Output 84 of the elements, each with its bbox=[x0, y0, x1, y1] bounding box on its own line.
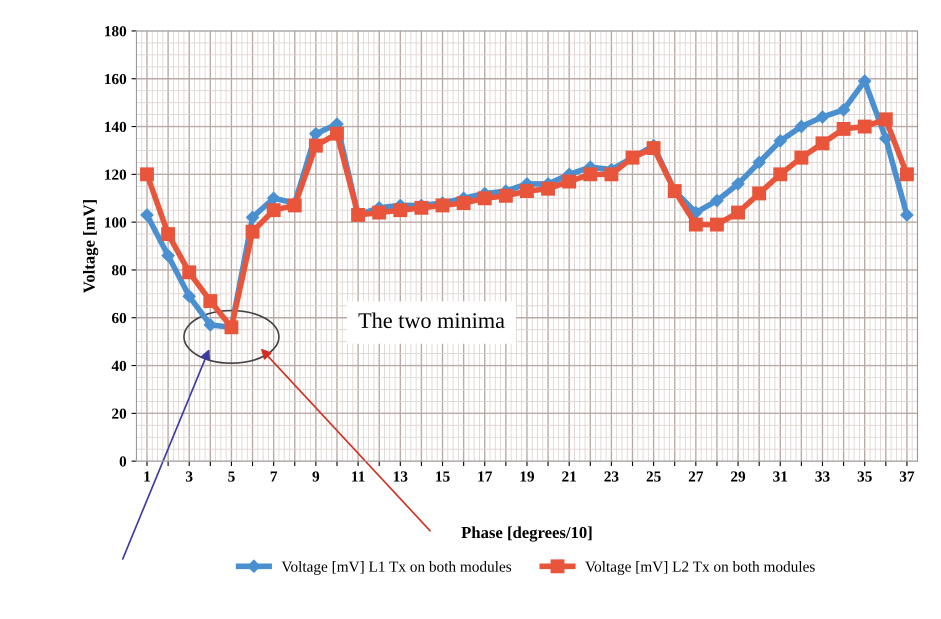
y-tick-label: 120 bbox=[105, 169, 126, 180]
x-tick-label: 33 bbox=[815, 471, 830, 482]
point bbox=[161, 227, 176, 242]
point bbox=[752, 156, 766, 169]
point bbox=[520, 184, 534, 198]
point bbox=[288, 198, 302, 212]
point bbox=[604, 167, 618, 182]
point bbox=[436, 198, 450, 212]
legend-label: Voltage [mV] L2 Tx on both modules bbox=[585, 561, 815, 575]
point bbox=[731, 206, 745, 220]
x-axis-title: Phase [degrees/10] bbox=[461, 526, 592, 542]
point bbox=[309, 127, 322, 140]
y-tick-label: 140 bbox=[105, 122, 126, 132]
x-tick-label: 11 bbox=[352, 471, 365, 482]
y-tick-label: 40 bbox=[112, 360, 126, 372]
point bbox=[308, 138, 323, 153]
y-tick-label: 80 bbox=[112, 265, 126, 276]
annotation: The two minima bbox=[358, 312, 505, 328]
point bbox=[900, 167, 914, 182]
point bbox=[879, 132, 892, 146]
point bbox=[203, 294, 218, 308]
x-tick-label: 27 bbox=[688, 471, 704, 482]
point bbox=[393, 203, 408, 218]
y-tick-label: 60 bbox=[112, 312, 126, 324]
x-tick-label: 29 bbox=[731, 471, 746, 482]
point bbox=[816, 110, 830, 124]
x-tick-label: 37 bbox=[900, 471, 914, 482]
x-tick-label: 21 bbox=[562, 471, 576, 482]
x-tick-label: 5 bbox=[228, 471, 235, 482]
point bbox=[414, 200, 428, 215]
y-axis-title: Voltage [mV] bbox=[83, 200, 98, 294]
point bbox=[140, 167, 154, 182]
x-tick-label: 13 bbox=[394, 471, 408, 482]
point bbox=[246, 210, 260, 224]
point bbox=[478, 191, 492, 206]
point bbox=[836, 122, 851, 136]
point bbox=[816, 136, 830, 150]
point bbox=[794, 120, 808, 134]
point bbox=[583, 167, 598, 182]
y-tick-label: 20 bbox=[112, 408, 126, 419]
point bbox=[162, 249, 175, 262]
point bbox=[752, 186, 766, 200]
x-tick-label: 1 bbox=[144, 471, 150, 482]
point bbox=[878, 112, 893, 126]
point bbox=[204, 318, 217, 332]
point bbox=[182, 290, 196, 303]
x-tick-label: 25 bbox=[646, 471, 661, 482]
point bbox=[837, 103, 850, 116]
point bbox=[330, 126, 344, 141]
x-tick-label: 23 bbox=[604, 471, 619, 482]
point bbox=[858, 74, 872, 88]
point bbox=[182, 265, 196, 280]
point bbox=[900, 208, 914, 222]
point bbox=[267, 192, 280, 205]
y-tick-label: 0 bbox=[120, 456, 126, 467]
point bbox=[731, 177, 745, 190]
point bbox=[646, 141, 661, 156]
point bbox=[456, 196, 471, 210]
y-tick-label: 100 bbox=[105, 217, 126, 228]
legend-label: Voltage [mV] L1 Tx on both modules bbox=[282, 561, 512, 575]
x-tick-label: 35 bbox=[858, 471, 872, 482]
point bbox=[794, 150, 808, 165]
x-tick-label: 15 bbox=[436, 471, 450, 482]
x-tick-label: 7 bbox=[270, 471, 278, 482]
point bbox=[541, 182, 556, 196]
point bbox=[246, 224, 260, 239]
point bbox=[266, 203, 281, 218]
y-tick-label: 180 bbox=[105, 26, 126, 36]
point bbox=[858, 120, 872, 134]
x-tick-label: 9 bbox=[312, 471, 320, 482]
point bbox=[774, 134, 787, 148]
point bbox=[688, 218, 703, 232]
point bbox=[372, 206, 386, 220]
point bbox=[773, 167, 788, 182]
point bbox=[562, 174, 576, 188]
point bbox=[710, 218, 724, 232]
x-tick-label: 31 bbox=[773, 471, 788, 482]
y-tick-label: 160 bbox=[105, 74, 126, 84]
x-tick-label: 19 bbox=[520, 471, 534, 482]
x-tick-label: 3 bbox=[186, 471, 193, 482]
point bbox=[710, 194, 724, 208]
point bbox=[498, 188, 513, 203]
point bbox=[140, 208, 154, 222]
x-tick-label: 17 bbox=[478, 471, 492, 482]
